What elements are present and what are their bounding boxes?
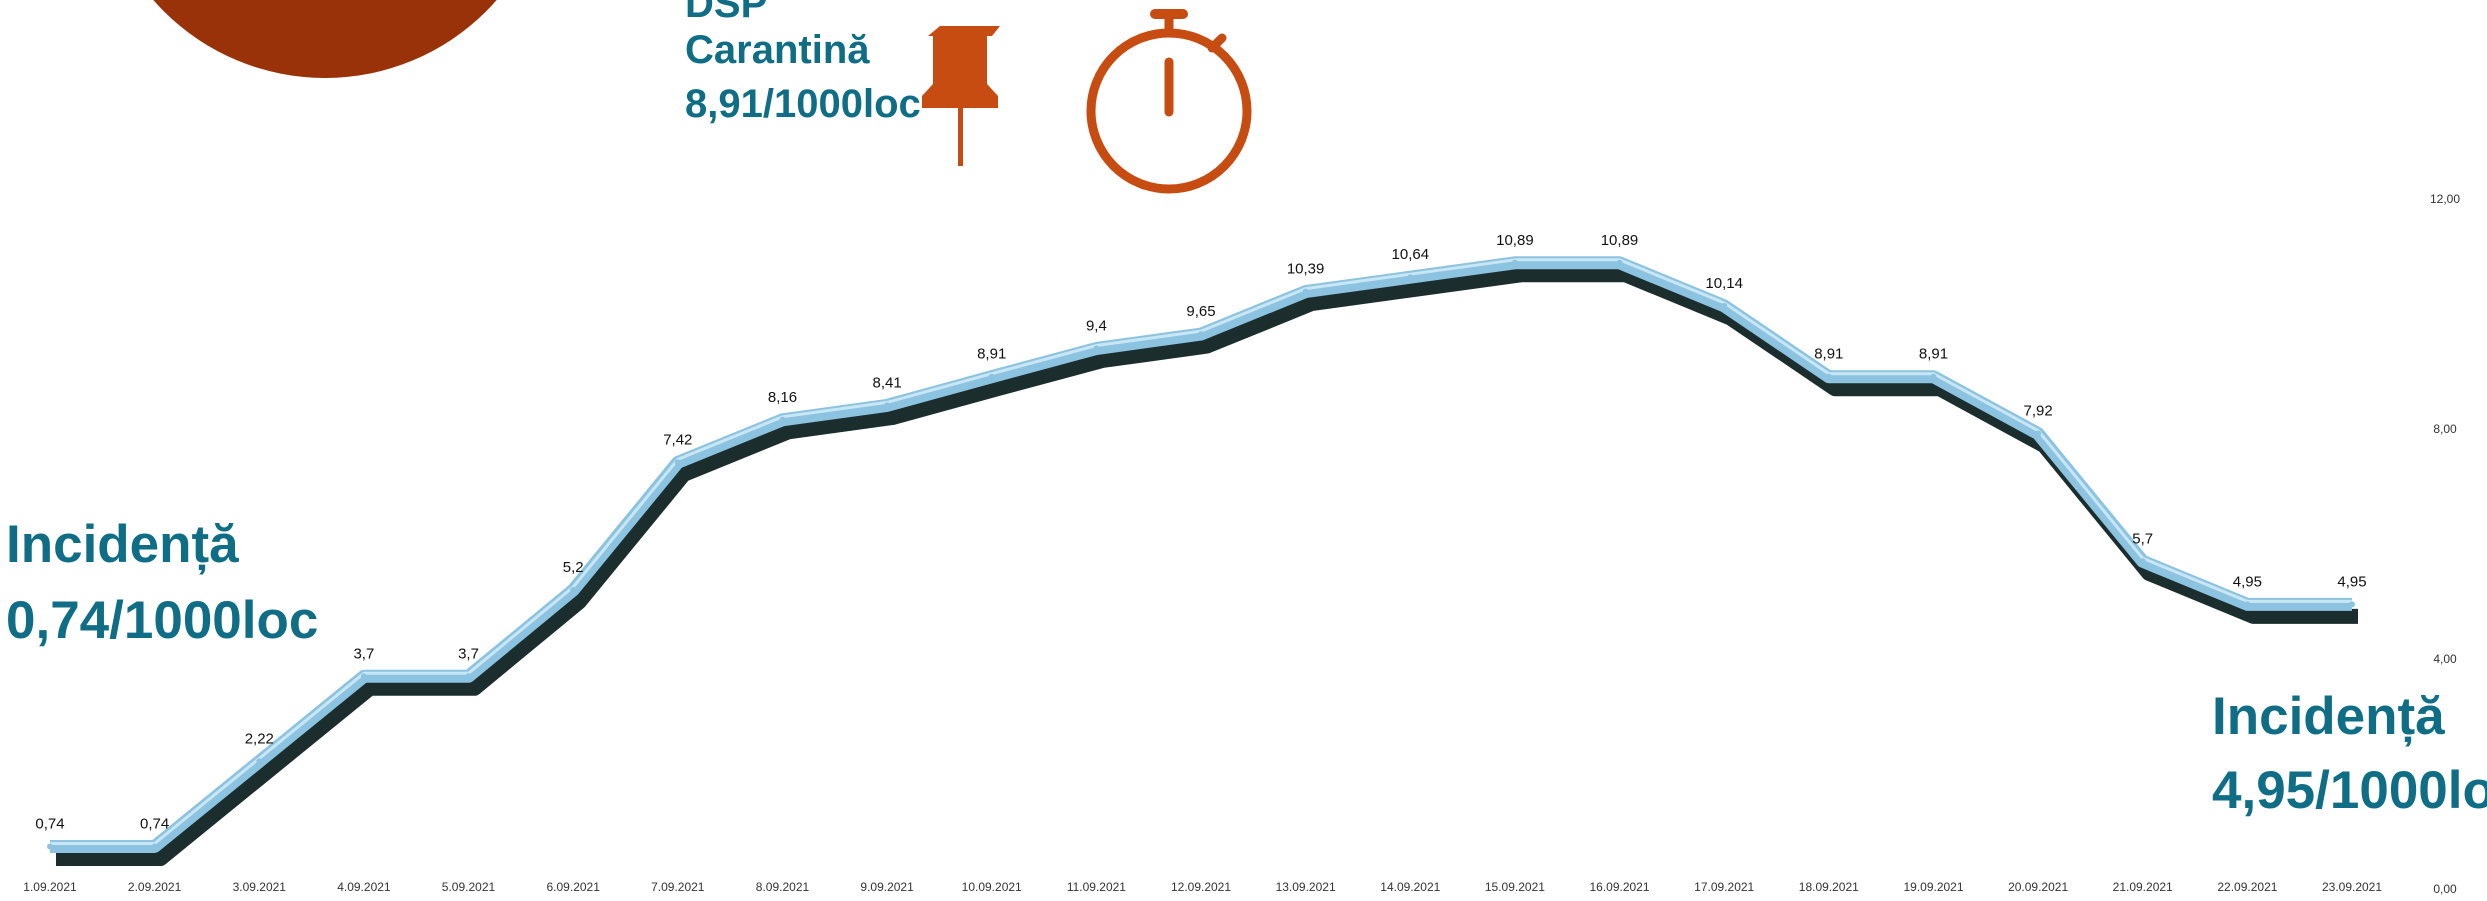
data-label: 9,65 (1186, 303, 1215, 320)
x-tick-label: 21.09.2021 (2113, 880, 2173, 894)
data-point (1198, 331, 1204, 338)
data-point (2035, 430, 2042, 437)
x-tick-label: 10.09.2021 (962, 880, 1022, 894)
x-tick-label: 3.09.2021 (233, 880, 287, 894)
x-tick-label: 7.09.2021 (651, 880, 705, 894)
x-tick-label: 11.09.2021 (1067, 880, 1126, 894)
data-label: 10,39 (1287, 261, 1325, 278)
data-point (151, 843, 158, 850)
data-point (1825, 373, 1832, 380)
data-point (570, 587, 577, 593)
x-tick-label: 5.09.2021 (442, 880, 496, 894)
data-label: 10,89 (1496, 232, 1534, 249)
data-label: 8,41 (872, 374, 901, 391)
data-point (674, 459, 681, 466)
data-point (1511, 259, 1518, 266)
data-label: 9,4 (1086, 318, 1107, 335)
data-point (2349, 601, 2355, 608)
data-label: 10,14 (1705, 275, 1743, 292)
data-label: 3,7 (353, 645, 374, 662)
y-tick-label: 4,00 (2433, 652, 2457, 666)
x-tick-label: 2.09.2021 (128, 880, 182, 894)
x-tick-label: 15.09.2021 (1485, 880, 1545, 894)
x-tick-label: 12.09.2021 (1171, 880, 1231, 894)
x-tick-group: 1.09.2021 2.09.2021 3.09.2021 4.09.2021 5.09… (23, 880, 2382, 894)
x-tick-label: 4.09.2021 (337, 880, 391, 894)
data-point (1930, 373, 1937, 380)
x-tick-label: 23.09.2021 (2322, 880, 2382, 894)
data-point (2244, 601, 2251, 608)
data-point (465, 673, 472, 680)
x-tick-label: 18.09.2021 (1799, 880, 1859, 894)
data-label: 10,89 (1601, 232, 1639, 249)
dsp-label: DSP (685, 0, 768, 26)
start-incidence-value: 0,74/1000loc (6, 591, 319, 650)
series-line-group (47, 256, 2358, 866)
data-point (1407, 274, 1414, 281)
data-label: 8,16 (768, 389, 797, 406)
quarantine-incidence-value: 8,91/1000loc (685, 82, 921, 126)
data-point (47, 843, 53, 850)
end-incidence-title: Incidență (2212, 687, 2445, 746)
data-point (1093, 345, 1100, 352)
series-line-shadow (56, 267, 2358, 866)
data-label: 5,2 (563, 559, 584, 576)
data-label: 8,91 (1814, 346, 1843, 363)
pushpin-icon (922, 26, 1000, 166)
y-tick-group: 0,00 4,00 8,00 12,00 (2430, 192, 2460, 896)
decorative-circle (153, 0, 497, 78)
x-tick-label: 20.09.2021 (2008, 880, 2068, 894)
data-point (1302, 288, 1309, 295)
x-tick-label: 8.09.2021 (756, 880, 810, 894)
data-point (1721, 302, 1728, 309)
data-label: 8,91 (1919, 346, 1948, 363)
x-tick-label: 17.09.2021 (1694, 880, 1754, 894)
x-tick-label: 6.09.2021 (547, 880, 601, 894)
y-tick-label: 0,00 (2433, 882, 2457, 896)
data-point (1616, 259, 1623, 266)
x-tick-label: 19.09.2021 (1903, 880, 1963, 894)
x-tick-label: 14.09.2021 (1380, 880, 1440, 894)
x-tick-label: 16.09.2021 (1589, 880, 1649, 894)
data-label: 5,7 (2132, 530, 2153, 547)
data-point (988, 373, 995, 380)
data-label: 7,42 (663, 431, 692, 448)
data-label: 4,95 (2233, 573, 2262, 590)
data-point (2139, 558, 2146, 565)
data-label: 8,91 (977, 346, 1006, 363)
data-label: 7,92 (2023, 403, 2052, 420)
start-incidence-title: Incidență (6, 515, 239, 574)
data-label: 4,95 (2337, 573, 2366, 590)
data-label: 10,64 (1392, 246, 1430, 263)
data-label: 0,74 (140, 816, 169, 833)
data-label-group: 0,74 0,74 2,22 3,7 3,7 5,2 7,42 8,16 8,41 8,91 9,4… (35, 232, 2366, 833)
data-label: 3,7 (458, 645, 479, 662)
data-label: 2,22 (245, 730, 274, 747)
data-point (360, 673, 367, 680)
x-tick-label: 9.09.2021 (860, 880, 914, 894)
y-tick-label: 8,00 (2433, 422, 2457, 436)
stopwatch-icon (1086, 9, 1252, 194)
end-incidence-value: 4,95/1000loc (2212, 761, 2487, 820)
data-point (779, 416, 786, 423)
y-tick-label: 12,00 (2430, 192, 2460, 206)
data-label: 0,74 (35, 816, 64, 833)
quarantine-label: Carantină (685, 28, 870, 72)
x-tick-label: 22.09.2021 (2217, 880, 2277, 894)
x-tick-label: 13.09.2021 (1276, 880, 1336, 894)
data-point (256, 758, 263, 765)
x-tick-label: 1.09.2021 (23, 880, 77, 894)
data-point (884, 402, 891, 409)
